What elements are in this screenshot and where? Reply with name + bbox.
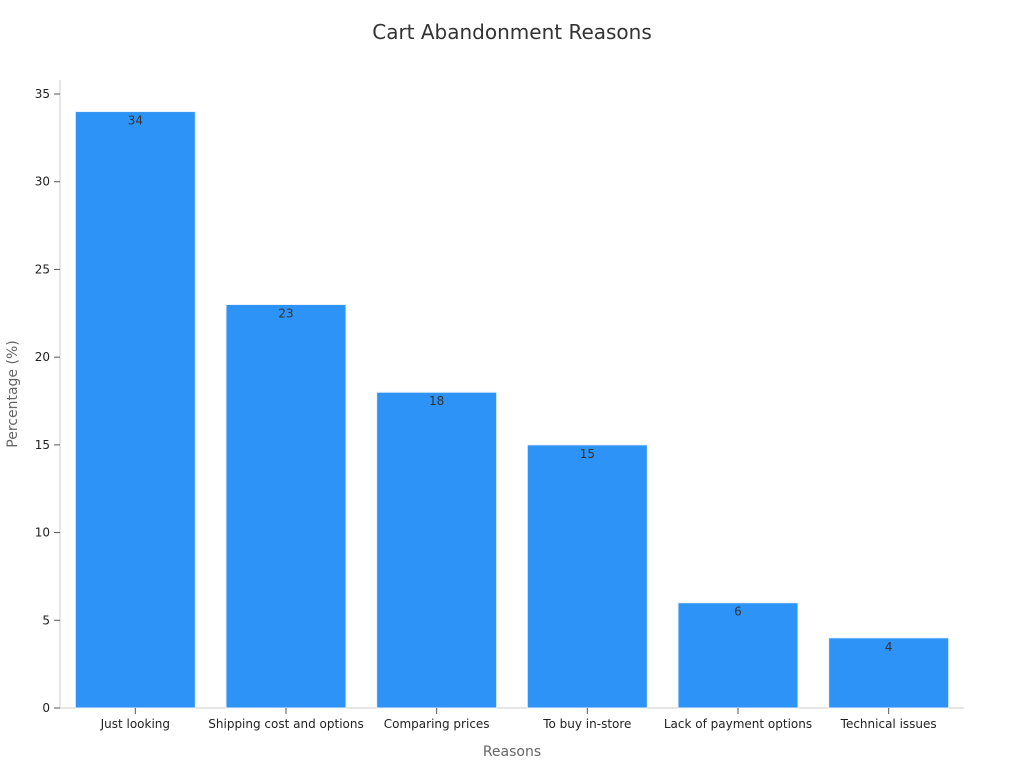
bar bbox=[526, 444, 648, 709]
data-labels: 34 23 18 15 6 4 bbox=[128, 114, 893, 654]
x-axis-ticks: Just looking Shipping cost and options Com… bbox=[100, 708, 937, 731]
bar-value-label: 6 bbox=[734, 605, 742, 619]
x-tick-label: Comparing prices bbox=[384, 717, 490, 731]
x-tick-label: Just looking bbox=[100, 717, 170, 731]
chart-title: Cart Abandonment Reasons bbox=[372, 20, 652, 44]
bar-value-label: 23 bbox=[278, 307, 293, 321]
x-tick-label: To buy in-store bbox=[542, 717, 631, 731]
bar-value-label: 18 bbox=[429, 394, 444, 408]
bar bbox=[677, 602, 799, 709]
plot-area: 0 5 10 15 20 25 30 35 34 23 18 15 6 4 Just looking Sh… bbox=[35, 80, 964, 731]
bar bbox=[376, 391, 498, 709]
x-tick-label: Shipping cost and options bbox=[208, 717, 363, 731]
y-tick-label: 35 bbox=[35, 87, 50, 101]
bar bbox=[828, 637, 950, 709]
y-tick-label: 5 bbox=[42, 613, 50, 627]
x-tick-label: Lack of payment options bbox=[664, 717, 812, 731]
y-tick-label: 0 bbox=[42, 701, 50, 715]
y-axis-label: Percentage (%) bbox=[5, 340, 21, 447]
y-tick-label: 25 bbox=[35, 262, 50, 276]
y-tick-label: 15 bbox=[35, 438, 50, 452]
x-tick-label: Technical issues bbox=[840, 717, 937, 731]
bar-value-label: 15 bbox=[580, 447, 595, 461]
bar bbox=[225, 304, 347, 709]
bar bbox=[74, 111, 196, 709]
bar-value-label: 34 bbox=[128, 114, 143, 128]
y-tick-label: 10 bbox=[35, 526, 50, 540]
bar-value-label: 4 bbox=[885, 640, 893, 654]
y-tick-label: 30 bbox=[35, 175, 50, 189]
y-axis-ticks: 0 5 10 15 20 25 30 35 bbox=[35, 87, 60, 715]
x-axis-label: Reasons bbox=[483, 744, 541, 760]
bars bbox=[74, 111, 950, 709]
y-tick-label: 20 bbox=[35, 350, 50, 364]
